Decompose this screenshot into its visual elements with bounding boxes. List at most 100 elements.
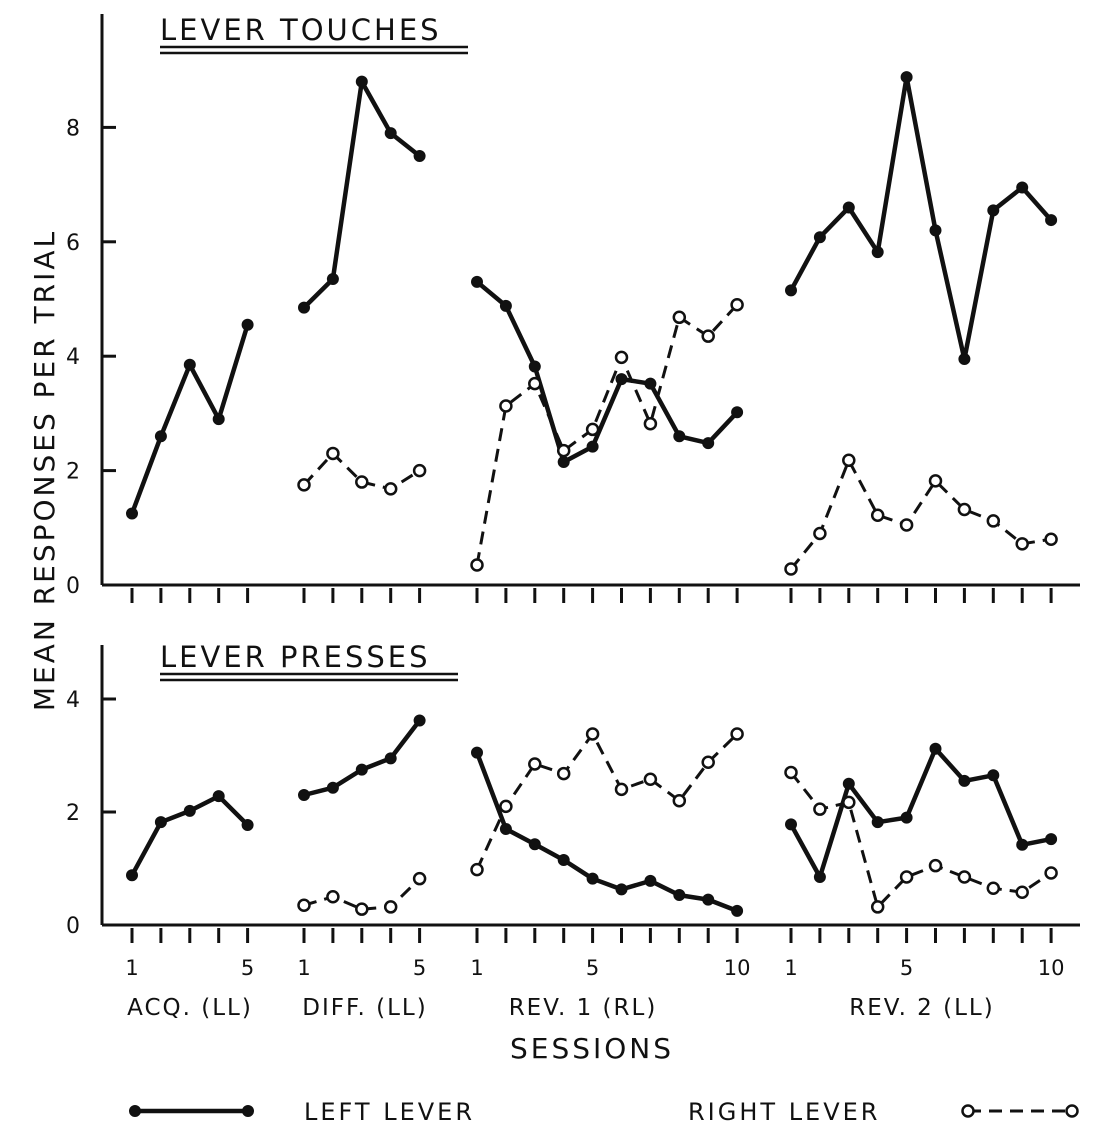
top-right-lever-point: [614, 350, 629, 365]
top-left-lever-line: [302, 79, 421, 310]
bottom-right-lever-point: [870, 900, 885, 914]
top-left-lever-point: [154, 430, 167, 443]
top-left-lever-point: [499, 299, 512, 312]
phase-label: REV. 1 (RL): [509, 995, 658, 1021]
bottom-left-lever-point: [673, 889, 686, 902]
bottom-y-ticks: 0 2 4: [66, 688, 116, 939]
bottom-left-lever-point: [241, 818, 254, 831]
legend: LEFT LEVER RIGHT LEVER: [129, 1098, 1079, 1126]
top-left-lever-point: [326, 272, 339, 285]
legend-left-lever-swatch: [129, 1105, 254, 1117]
bottom-right-lever-point: [326, 890, 340, 904]
top-right-lever-line: [789, 456, 1052, 570]
bottom-left-lever-point: [871, 816, 884, 829]
top-right-lever-point: [899, 518, 914, 532]
bottom-left-lever-point: [900, 811, 913, 824]
session-tick-label: 10: [724, 956, 751, 980]
bottom-right-lever-point: [614, 782, 629, 797]
bottom-left-lever-line: [474, 751, 738, 913]
bottom-right-lever-point: [528, 757, 542, 771]
bottom-left-lever-point: [471, 746, 483, 759]
session-tick-label: 10: [1038, 956, 1065, 980]
top-left-lever-line: [475, 280, 739, 465]
bottom-y-tick-label: 4: [66, 688, 80, 713]
bottom-left-lever-point: [987, 769, 1000, 782]
session-tick-labels: 1 5 1 5 1 5 10 1 5 10: [125, 956, 1064, 980]
bottom-left-lever-point: [413, 714, 426, 727]
top-y-tick-label: 4: [66, 345, 80, 370]
bottom-left-lever-point: [731, 904, 744, 917]
top-right-lever-line: [475, 303, 739, 566]
bottom-left-lever-point: [586, 872, 599, 885]
bottom-left-lever-point: [958, 774, 971, 787]
bottom-left-lever-point: [183, 804, 196, 817]
top-right-lever-point: [842, 453, 856, 468]
top-left-lever-point: [702, 437, 715, 450]
top-left-lever-point: [842, 201, 855, 214]
legend-left-lever-label: LEFT LEVER: [304, 1098, 475, 1126]
top-right-lever-point: [383, 482, 398, 496]
legend-right-lever-swatch: [961, 1104, 1079, 1118]
bottom-right-lever-point: [499, 799, 513, 814]
bottom-left-lever-point: [615, 883, 628, 896]
top-left-lever-point: [355, 75, 368, 88]
x-axis-title: SESSIONS: [510, 1032, 674, 1065]
bottom-right-lever-point: [1015, 885, 1029, 899]
top-left-lever-point: [1016, 181, 1029, 194]
top-left-lever-point: [987, 204, 1000, 217]
session-tick-label: 5: [586, 956, 599, 980]
bottom-left-lever-point: [499, 822, 512, 835]
session-tick-label: 5: [413, 956, 426, 980]
top-right-lever-point: [730, 297, 744, 312]
top-left-lever-point: [871, 246, 884, 259]
top-left-lever-point: [785, 284, 797, 297]
bottom-left-lever-line: [303, 719, 422, 798]
session-tick-label: 1: [125, 956, 138, 980]
top-right-lever-point: [412, 463, 427, 478]
bottom-right-lever-point: [701, 755, 715, 770]
top-left-lever-point: [929, 224, 942, 237]
top-left-lever-point: [126, 507, 138, 520]
bottom-right-lever-point: [1044, 866, 1058, 880]
bottom-right-lever-point: [355, 902, 369, 916]
bottom-left-lever-point: [528, 838, 541, 851]
top-right-lever-point: [813, 526, 827, 541]
top-right-lever-point: [499, 399, 513, 413]
legend-right-lever-label: RIGHT LEVER: [688, 1098, 880, 1126]
top-right-lever-point: [986, 514, 1001, 528]
top-left-lever-point: [731, 406, 744, 419]
y-axis-title: MEAN RESPONSES PER TRIAL: [28, 229, 61, 711]
bottom-right-lever-point: [585, 727, 600, 741]
bottom-left-lever-point: [1045, 833, 1058, 846]
top-left-lever-point: [1045, 214, 1058, 227]
bottom-right-lever-point: [957, 870, 972, 884]
top-left-lever-point: [958, 353, 971, 366]
top-left-lever-point: [471, 275, 483, 288]
bottom-right-lever-point: [556, 766, 571, 781]
top-right-lever-point: [470, 558, 484, 572]
bottom-left-lever-point: [384, 752, 397, 765]
session-tick-label: 5: [241, 956, 254, 980]
session-tick-label: 1: [784, 956, 797, 980]
session-tick-label: 5: [900, 956, 913, 980]
bottom-left-lever-point: [702, 893, 715, 906]
top-right-lever-point: [355, 475, 369, 489]
bottom-left-lever-line: [789, 746, 1052, 880]
top-right-lever-point: [1015, 537, 1029, 551]
top-right-lever-point: [870, 508, 885, 522]
bottom-right-lever-point: [899, 870, 914, 884]
bottom-left-lever-point: [785, 818, 797, 831]
bottom-left-lever-point: [1016, 838, 1029, 851]
top-left-lever-point: [528, 360, 541, 373]
top-left-lever-line: [129, 324, 250, 515]
top-right-lever-point: [528, 376, 542, 391]
top-right-lever-line: [302, 451, 421, 491]
top-x-ticks: [130, 588, 1053, 603]
bottom-y-tick-label: 0: [66, 914, 80, 939]
bottom-right-lever-line: [475, 731, 739, 871]
bottom-right-lever-point: [730, 727, 744, 741]
top-left-lever-point: [241, 318, 254, 331]
phase-label: ACQ. (LL): [127, 995, 253, 1021]
bottom-right-lever-point: [297, 898, 311, 912]
top-right-lever-point: [1044, 532, 1058, 546]
